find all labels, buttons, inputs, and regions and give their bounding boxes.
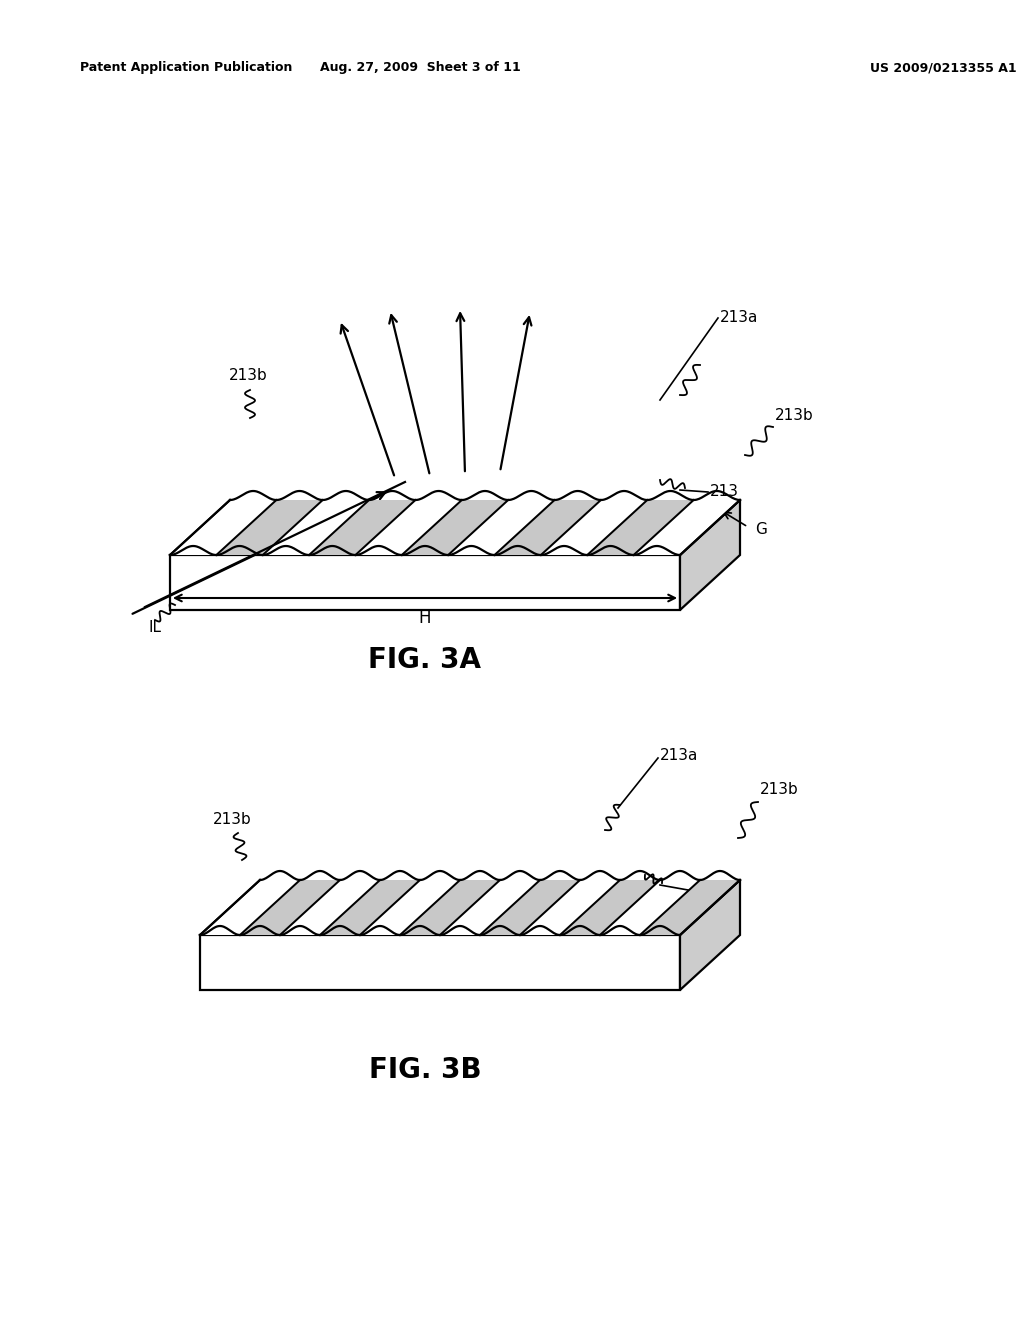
Text: FIG. 3A: FIG. 3A xyxy=(369,645,481,675)
Polygon shape xyxy=(356,546,401,554)
Polygon shape xyxy=(200,880,300,935)
Polygon shape xyxy=(541,500,647,554)
Polygon shape xyxy=(520,927,560,935)
Polygon shape xyxy=(440,927,479,935)
Polygon shape xyxy=(634,546,680,554)
Text: H: H xyxy=(419,609,431,627)
Polygon shape xyxy=(601,927,639,935)
Text: 213b: 213b xyxy=(213,813,251,828)
Polygon shape xyxy=(401,927,439,935)
Text: 213: 213 xyxy=(710,484,739,499)
Polygon shape xyxy=(640,927,680,935)
Polygon shape xyxy=(170,554,680,610)
Polygon shape xyxy=(495,546,541,554)
Text: 213b: 213b xyxy=(775,408,814,422)
Polygon shape xyxy=(170,500,740,554)
Polygon shape xyxy=(200,927,240,935)
Polygon shape xyxy=(170,546,216,554)
Polygon shape xyxy=(200,935,680,990)
Polygon shape xyxy=(309,546,355,554)
Polygon shape xyxy=(588,500,693,554)
Polygon shape xyxy=(170,500,276,554)
Polygon shape xyxy=(560,880,660,935)
Polygon shape xyxy=(640,880,740,935)
Polygon shape xyxy=(402,546,447,554)
Polygon shape xyxy=(360,927,399,935)
Polygon shape xyxy=(263,500,369,554)
Polygon shape xyxy=(440,880,540,935)
Text: Patent Application Publication: Patent Application Publication xyxy=(80,62,293,74)
Polygon shape xyxy=(449,546,494,554)
Polygon shape xyxy=(401,500,508,554)
Polygon shape xyxy=(400,880,500,935)
Polygon shape xyxy=(281,927,319,935)
Text: 213a: 213a xyxy=(660,747,698,763)
Polygon shape xyxy=(480,880,580,935)
Polygon shape xyxy=(495,500,601,554)
Polygon shape xyxy=(216,500,323,554)
Polygon shape xyxy=(321,927,360,935)
Polygon shape xyxy=(561,927,599,935)
Polygon shape xyxy=(360,880,460,935)
Text: 213: 213 xyxy=(690,883,719,898)
Polygon shape xyxy=(680,880,740,990)
Polygon shape xyxy=(600,880,700,935)
Text: G: G xyxy=(755,523,767,537)
Polygon shape xyxy=(240,880,340,935)
Text: 213b: 213b xyxy=(228,367,267,383)
Text: US 2009/0213355 A1: US 2009/0213355 A1 xyxy=(870,62,1017,74)
Polygon shape xyxy=(241,927,280,935)
Polygon shape xyxy=(319,880,420,935)
Polygon shape xyxy=(520,880,620,935)
Polygon shape xyxy=(542,546,587,554)
Text: Aug. 27, 2009  Sheet 3 of 11: Aug. 27, 2009 Sheet 3 of 11 xyxy=(319,62,520,74)
Text: 213a: 213a xyxy=(720,310,759,326)
Polygon shape xyxy=(680,500,740,610)
Polygon shape xyxy=(280,880,380,935)
Polygon shape xyxy=(200,880,740,935)
Polygon shape xyxy=(309,500,416,554)
Polygon shape xyxy=(217,546,262,554)
Polygon shape xyxy=(355,500,462,554)
Polygon shape xyxy=(449,500,555,554)
Polygon shape xyxy=(634,500,740,554)
Polygon shape xyxy=(263,546,308,554)
Text: 213b: 213b xyxy=(760,783,799,797)
Text: IL: IL xyxy=(148,620,161,635)
Text: FIG. 3B: FIG. 3B xyxy=(369,1056,481,1084)
Polygon shape xyxy=(480,927,520,935)
Polygon shape xyxy=(588,546,633,554)
